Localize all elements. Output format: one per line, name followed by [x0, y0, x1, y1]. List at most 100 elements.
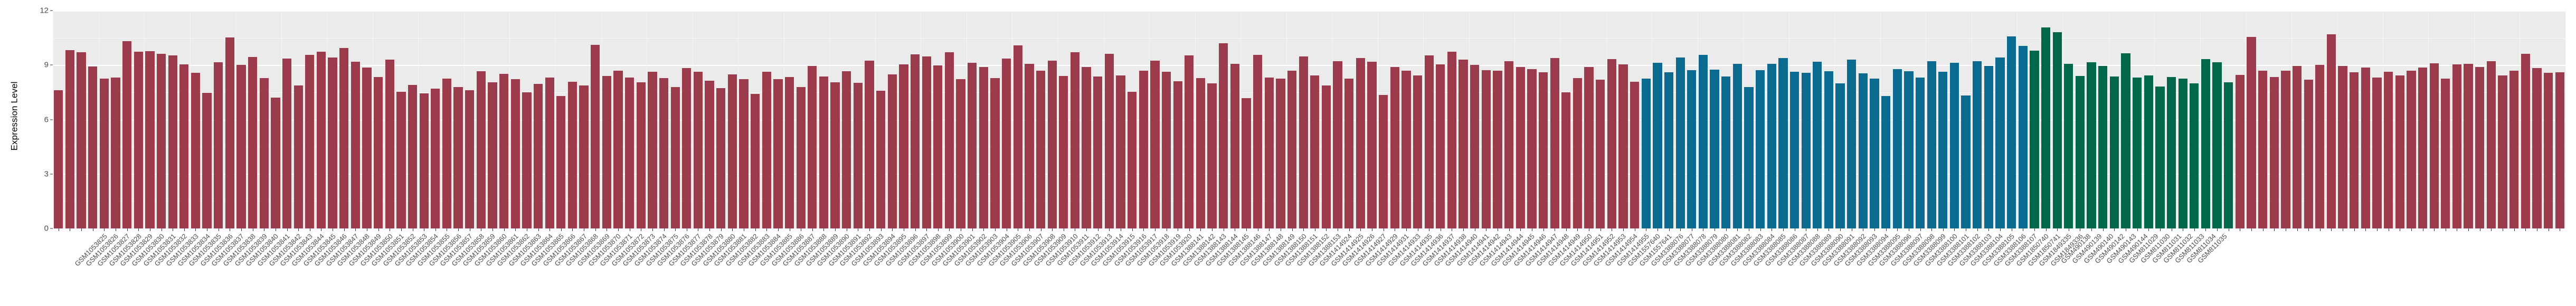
- bar[interactable]: [134, 52, 143, 228]
- bar[interactable]: [1870, 78, 1879, 228]
- bar[interactable]: [2407, 70, 2416, 228]
- bar[interactable]: [1344, 79, 1354, 228]
- bar[interactable]: [1618, 64, 1628, 228]
- bar[interactable]: [1504, 61, 1514, 228]
- bar[interactable]: [2418, 68, 2428, 228]
- bar[interactable]: [1949, 63, 1959, 228]
- bar[interactable]: [476, 71, 486, 228]
- bar[interactable]: [533, 84, 543, 228]
- bar[interactable]: [545, 77, 554, 228]
- bar[interactable]: [316, 52, 326, 228]
- bar[interactable]: [168, 55, 177, 228]
- bar[interactable]: [842, 71, 851, 228]
- bar[interactable]: [1436, 64, 1445, 228]
- bar[interactable]: [453, 87, 463, 228]
- bar[interactable]: [887, 74, 897, 228]
- bar[interactable]: [293, 85, 303, 228]
- bar[interactable]: [54, 90, 63, 228]
- bar[interactable]: [2132, 78, 2142, 228]
- bar[interactable]: [1333, 61, 1342, 228]
- bar[interactable]: [1185, 55, 1194, 228]
- bar[interactable]: [2338, 65, 2347, 228]
- bar[interactable]: [1459, 59, 1468, 228]
- bar[interactable]: [1207, 83, 1217, 228]
- bar[interactable]: [1481, 70, 1491, 228]
- bar[interactable]: [2464, 63, 2473, 228]
- bar[interactable]: [1013, 45, 1022, 228]
- bar[interactable]: [2304, 80, 2313, 228]
- bar[interactable]: [2018, 45, 2028, 228]
- bar[interactable]: [2166, 77, 2176, 228]
- bar[interactable]: [1264, 78, 1274, 228]
- bar[interactable]: [1881, 96, 1891, 228]
- bar[interactable]: [1675, 58, 1685, 228]
- bar[interactable]: [705, 80, 714, 228]
- bar[interactable]: [122, 41, 132, 228]
- bar[interactable]: [419, 93, 429, 228]
- bar[interactable]: [2075, 75, 2085, 228]
- bar[interactable]: [1789, 72, 1800, 228]
- bar[interactable]: [556, 95, 566, 228]
- bar[interactable]: [1550, 58, 1559, 228]
- bar[interactable]: [1424, 55, 1434, 228]
- bar[interactable]: [750, 94, 760, 228]
- bar[interactable]: [613, 70, 623, 228]
- bar[interactable]: [567, 81, 577, 228]
- bar[interactable]: [716, 88, 726, 228]
- bar[interactable]: [179, 64, 189, 228]
- bar[interactable]: [1927, 61, 1936, 228]
- bar[interactable]: [591, 44, 600, 228]
- bar[interactable]: [1413, 75, 1423, 228]
- bar[interactable]: [339, 47, 349, 228]
- bar[interactable]: [1047, 61, 1057, 228]
- bar[interactable]: [956, 79, 965, 228]
- bar[interactable]: [762, 72, 771, 228]
- bar[interactable]: [784, 77, 794, 228]
- bar[interactable]: [1847, 59, 1857, 228]
- bar[interactable]: [305, 55, 315, 228]
- bar[interactable]: [819, 76, 829, 228]
- bar[interactable]: [2498, 75, 2507, 228]
- bar[interactable]: [2281, 70, 2290, 228]
- bar[interactable]: [1150, 60, 1160, 228]
- bar[interactable]: [77, 52, 86, 228]
- bar[interactable]: [1321, 85, 1331, 228]
- bar[interactable]: [2178, 78, 2187, 228]
- bar[interactable]: [602, 75, 611, 228]
- bar[interactable]: [191, 72, 201, 228]
- bar[interactable]: [2258, 71, 2268, 228]
- bar[interactable]: [2372, 78, 2382, 228]
- bar[interactable]: [1801, 73, 1811, 228]
- bar[interactable]: [968, 63, 977, 228]
- bar[interactable]: [910, 54, 920, 228]
- bar[interactable]: [1196, 78, 1206, 228]
- bar[interactable]: [2361, 68, 2370, 228]
- bar[interactable]: [499, 73, 509, 228]
- bar[interactable]: [1824, 71, 1834, 228]
- bar[interactable]: [465, 90, 475, 228]
- bar[interactable]: [1710, 69, 1719, 228]
- bar[interactable]: [1310, 75, 1320, 228]
- bar[interactable]: [1390, 66, 1399, 228]
- bar[interactable]: [2190, 83, 2199, 228]
- bar[interactable]: [1093, 77, 1103, 228]
- bar[interactable]: [2087, 62, 2096, 228]
- bar[interactable]: [2383, 71, 2393, 228]
- bar[interactable]: [1744, 87, 1754, 228]
- bar[interactable]: [1527, 69, 1537, 228]
- bar[interactable]: [1104, 53, 1114, 228]
- bar[interactable]: [1287, 71, 1297, 228]
- bar[interactable]: [1401, 70, 1411, 228]
- bar[interactable]: [1584, 67, 1594, 228]
- bar[interactable]: [933, 65, 943, 228]
- bar[interactable]: [1687, 70, 1697, 228]
- bar[interactable]: [1447, 52, 1457, 228]
- bar[interactable]: [248, 56, 258, 228]
- bar[interactable]: [99, 79, 109, 228]
- bar[interactable]: [853, 82, 863, 228]
- bar[interactable]: [2486, 61, 2496, 228]
- bar[interactable]: [1367, 62, 1377, 228]
- bar[interactable]: [659, 78, 669, 228]
- bar[interactable]: [2543, 73, 2553, 228]
- bar[interactable]: [2109, 76, 2119, 228]
